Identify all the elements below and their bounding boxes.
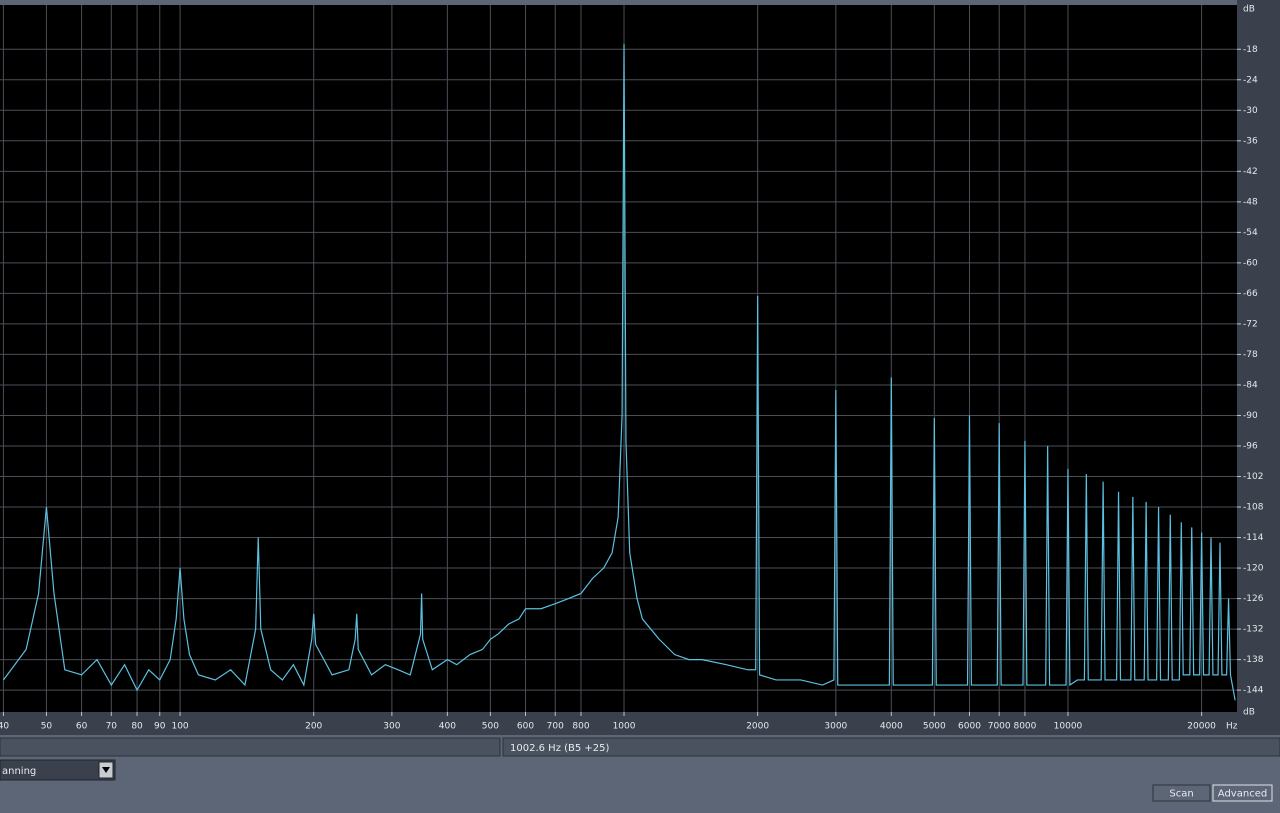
button-label: Scan (1169, 789, 1193, 800)
x-tick-label: 5000 (923, 722, 946, 732)
y-tick-label: -36 (1243, 136, 1258, 146)
y-unit: dB (1243, 5, 1255, 15)
y-tick-label: -96 (1243, 441, 1258, 451)
y-tick-label: -66 (1243, 289, 1258, 299)
status-text: 1002.6 Hz (B5 +25) (510, 743, 610, 754)
y-tick-label: -30 (1243, 106, 1258, 116)
x-tick-label: 70 (106, 722, 118, 732)
y-tick-label: -18 (1243, 45, 1258, 55)
x-tick-label: 200 (305, 722, 322, 732)
x-unit: Hz (1226, 722, 1238, 732)
y-tick-label: -72 (1243, 319, 1258, 329)
plot-area (0, 5, 1237, 712)
y-tick-label: -54 (1243, 228, 1258, 238)
window-dropdown[interactable] (0, 759, 116, 781)
x-tick-label: 60 (76, 722, 88, 732)
arrow-icon (102, 767, 110, 773)
y-tick-label: -48 (1243, 197, 1258, 207)
x-tick-label: 20000 (1187, 722, 1216, 732)
x-tick-label: 300 (383, 722, 400, 732)
y-tick-label: -138 (1243, 655, 1264, 665)
x-tick-label: 90 (154, 722, 166, 732)
status-field (0, 737, 501, 757)
x-tick-label: 500 (482, 722, 499, 732)
scan-button[interactable] (1152, 784, 1211, 802)
y-tick-label: -132 (1243, 625, 1263, 635)
x-tick-label: 400 (439, 722, 456, 732)
x-tick-label: 3000 (824, 722, 847, 732)
y-tick-label: -42 (1243, 167, 1258, 177)
x-tick-label: 50 (41, 722, 53, 732)
y-tick-label: -114 (1243, 533, 1264, 543)
x-tick-label: 80 (131, 722, 143, 732)
x-tick-label: 700 (547, 722, 564, 732)
x-tick-label: 600 (517, 722, 534, 732)
x-tick-label: 8000 (1013, 722, 1036, 732)
y-tick-label: -60 (1243, 258, 1258, 268)
advanced-button[interactable] (1212, 784, 1273, 802)
y-tick-label: -90 (1243, 411, 1258, 421)
y-tick-label: -108 (1243, 503, 1264, 513)
x-tick-label: 10000 (1054, 722, 1083, 732)
y-tick-label: -102 (1243, 472, 1263, 482)
y-tick-label: -120 (1243, 564, 1264, 574)
y-tick-label: -24 (1243, 75, 1258, 85)
y-tick-label: -126 (1243, 594, 1264, 604)
y-tick-label: -144 (1243, 686, 1264, 696)
y-tick-label: -84 (1243, 380, 1258, 390)
y-unit: dB (1243, 708, 1255, 718)
x-tick-label: 100 (171, 722, 188, 732)
x-tick-label: 4000 (880, 722, 903, 732)
spectrum-line (2, 44, 1236, 701)
dropdown-text: anning (2, 766, 36, 777)
x-tick-label: 7000 (988, 722, 1011, 732)
x-tick-label: 2000 (746, 722, 769, 732)
y-tick-label: -78 (1243, 350, 1258, 360)
x-tick-label: 800 (572, 722, 589, 732)
x-tick-label: 1000 (613, 722, 636, 732)
x-tick-label: 40 (0, 722, 9, 732)
x-tick-label: 6000 (958, 722, 981, 732)
x-axis-panel (0, 712, 1237, 735)
button-label: Advanced (1218, 789, 1267, 800)
y-axis-panel (1237, 0, 1280, 735)
status-field (502, 737, 1280, 757)
